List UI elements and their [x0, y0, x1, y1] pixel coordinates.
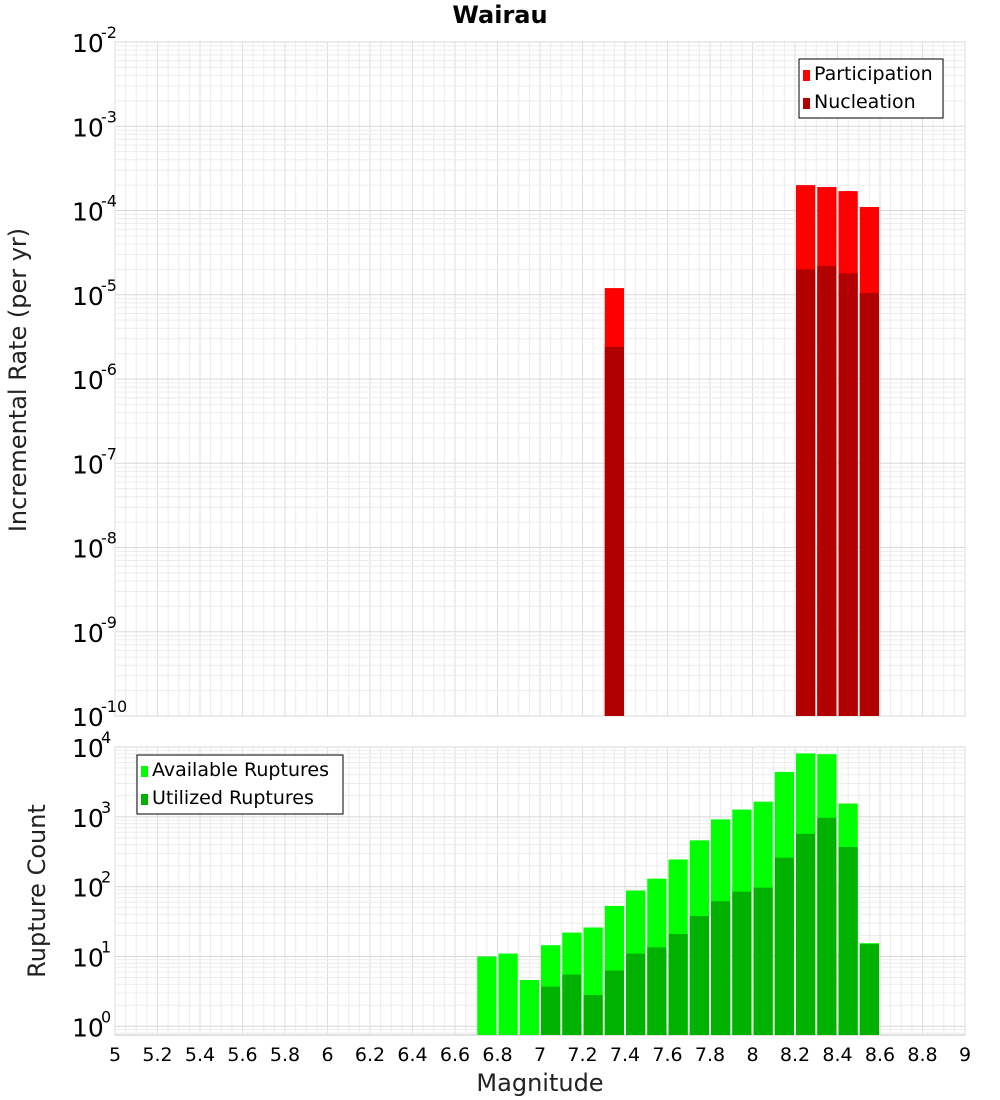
rate-bar-secondary [817, 265, 837, 716]
rate-plot-grid [114, 41, 966, 717]
rate-y-tick-label: 10 [72, 198, 104, 227]
rate-y-axis-label: Incremental Rate (per yr) [4, 228, 32, 532]
count-bar-primary [519, 980, 539, 1035]
x-tick-label: 7.4 [610, 1044, 640, 1066]
count-legend-label: Available Ruptures [152, 759, 329, 781]
rate-bar-secondary [859, 292, 879, 716]
rate-y-tick-exponent: -3 [101, 107, 117, 126]
count-legend-swatch [141, 794, 148, 805]
rate-legend-swatch [803, 70, 810, 81]
count-legend-label: Utilized Ruptures [152, 787, 314, 809]
rate-y-tick-label: 10 [72, 535, 104, 564]
count-bar-secondary [711, 901, 731, 1035]
rate-y-tick-label: 10 [72, 282, 104, 311]
count-y-tick-exponent: 1 [101, 937, 111, 956]
count-bar-secondary [604, 970, 624, 1035]
rate-plot-bars [604, 185, 879, 717]
x-tick-label: 8 [746, 1044, 758, 1066]
x-tick-label: 7.8 [695, 1044, 725, 1066]
count-y-tick-label: 10 [72, 943, 104, 972]
x-axis-label: Magnitude [476, 1069, 603, 1097]
x-tick-label: 7.2 [567, 1044, 597, 1066]
rate-legend: Participation Nucleation [798, 58, 944, 119]
chart-title: Wairau [452, 1, 547, 29]
rate-y-tick-label: 10 [72, 366, 104, 395]
rate-y-tick-exponent: -9 [101, 613, 117, 632]
rate-y-tick-label: 10 [72, 450, 104, 479]
x-tick-label: 5.2 [142, 1044, 172, 1066]
count-y-tick-label: 10 [72, 874, 104, 903]
count-bar-primary [498, 953, 518, 1035]
x-tick-label: 6.2 [355, 1044, 385, 1066]
count-legend: Available Ruptures Utilized Ruptures [136, 754, 344, 815]
count-bar-primary [477, 956, 497, 1035]
x-tick-label: 8.2 [780, 1044, 810, 1066]
rate-y-tick-label: 10 [72, 619, 104, 648]
count-bar-secondary [838, 846, 858, 1035]
rate-y-tick-exponent: -8 [101, 529, 117, 548]
count-y-tick-exponent: 3 [101, 798, 111, 817]
x-tick-label: 6.8 [482, 1044, 512, 1066]
x-tick-label: 9 [959, 1044, 971, 1066]
rate-legend-swatch [803, 98, 810, 109]
rate-y-tick-label: 10 [72, 113, 104, 142]
count-bar-secondary [668, 933, 688, 1035]
x-tick-label: 8.4 [822, 1044, 852, 1066]
count-bar-secondary [541, 986, 561, 1035]
x-tick-label: 5 [109, 1044, 121, 1066]
x-tick-label: 8.8 [907, 1044, 937, 1066]
count-y-tick-exponent: 0 [101, 1007, 111, 1026]
rate-legend-box [798, 58, 944, 119]
rate-y-tick-exponent: -5 [101, 276, 117, 295]
rate-legend-label: Nucleation [814, 91, 916, 113]
count-legend-swatch [141, 766, 148, 777]
count-y-tick-label: 10 [72, 734, 104, 763]
rate-y-tick-exponent: -2 [101, 23, 117, 42]
count-y-tick-exponent: 4 [101, 728, 111, 747]
count-bar-secondary [562, 974, 582, 1035]
x-tick-label: 6 [321, 1044, 333, 1066]
rate-y-tick-label: 10 [72, 29, 104, 58]
count-bar-secondary [732, 891, 752, 1035]
count-legend-box [136, 754, 344, 815]
x-tick-label: 6.4 [397, 1044, 427, 1066]
count-bar-secondary [817, 817, 837, 1035]
count-y-axis-label: Rupture Count [23, 804, 51, 978]
count-plot-bars [477, 753, 879, 1035]
rate-legend-label: Participation [814, 63, 933, 85]
count-bar-secondary [689, 915, 709, 1035]
magnitude-x-axis-ticks: 5 5.2 5.4 5.6 5.8 6 6.2 6.4 6.6 6.8 7 7.2 7.4 7.6 7.8 8… [109, 1044, 971, 1066]
rate-bar-secondary [838, 273, 858, 716]
count-bar-secondary [647, 947, 667, 1035]
count-bar-secondary [753, 887, 773, 1035]
x-tick-label: 5.8 [270, 1044, 300, 1066]
count-y-tick-label: 10 [72, 804, 104, 833]
rate-bar-secondary [604, 346, 624, 716]
rate-bar-secondary [796, 269, 816, 716]
x-tick-label: 8.6 [865, 1044, 895, 1066]
count-bar-secondary [626, 953, 646, 1035]
x-tick-label: 7 [534, 1044, 546, 1066]
x-tick-label: 5.6 [227, 1044, 257, 1066]
count-bar-secondary [796, 833, 816, 1035]
count-bar-secondary [859, 944, 879, 1035]
x-tick-label: 6.6 [440, 1044, 470, 1066]
count-bar-secondary [774, 857, 794, 1035]
rate-y-tick-label: 10 [72, 703, 104, 732]
count-y-tick-label: 10 [72, 1013, 104, 1042]
count-y-tick-exponent: 2 [101, 868, 111, 887]
count-bar-secondary [583, 995, 603, 1035]
rate-y-tick-exponent: -10 [101, 697, 127, 716]
x-tick-label: 5.4 [185, 1044, 215, 1066]
rate-y-tick-exponent: -6 [101, 360, 117, 379]
rate-y-tick-exponent: -7 [101, 444, 117, 463]
rate-y-tick-exponent: -4 [101, 192, 117, 211]
x-tick-label: 7.6 [652, 1044, 682, 1066]
